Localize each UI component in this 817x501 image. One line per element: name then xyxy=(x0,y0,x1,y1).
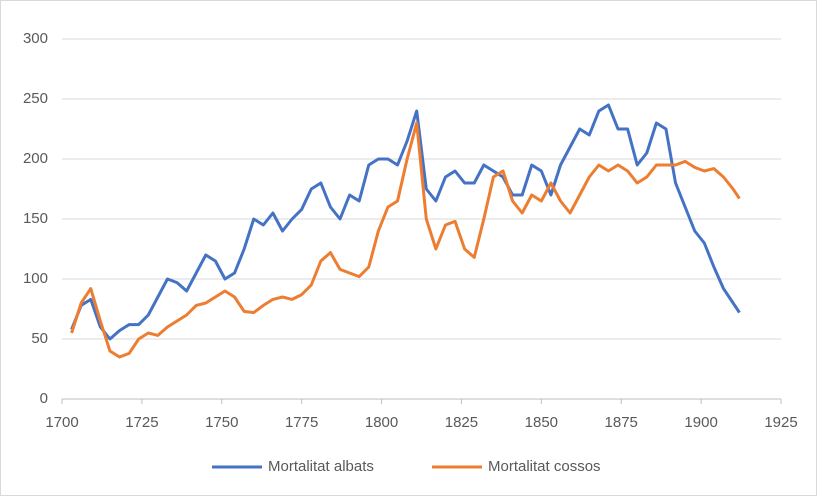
x-tick-label: 1800 xyxy=(365,414,398,431)
x-tick-label: 1750 xyxy=(205,414,238,431)
y-tick-label: 100 xyxy=(23,270,48,287)
x-tick-label: 1900 xyxy=(684,414,717,431)
y-tick-label: 150 xyxy=(23,210,48,227)
x-tick-label: 1825 xyxy=(445,414,478,431)
legend-label: Mortalitat cossos xyxy=(488,458,601,475)
y-tick-label: 300 xyxy=(23,30,48,47)
x-tick-label: 1875 xyxy=(605,414,638,431)
x-tick-label: 1775 xyxy=(285,414,318,431)
x-tick-label: 1850 xyxy=(525,414,558,431)
x-tick-label: 1925 xyxy=(764,414,797,431)
series-line xyxy=(70,121,741,359)
legend-label: Mortalitat albats xyxy=(268,458,374,475)
y-tick-label: 200 xyxy=(23,150,48,167)
y-tick-label: 250 xyxy=(23,90,48,107)
y-tick-label: 50 xyxy=(31,330,48,347)
x-tick-label: 1700 xyxy=(45,414,78,431)
x-tick-label: 1725 xyxy=(125,414,158,431)
y-tick-label: 0 xyxy=(40,390,48,407)
series-line xyxy=(70,103,741,341)
